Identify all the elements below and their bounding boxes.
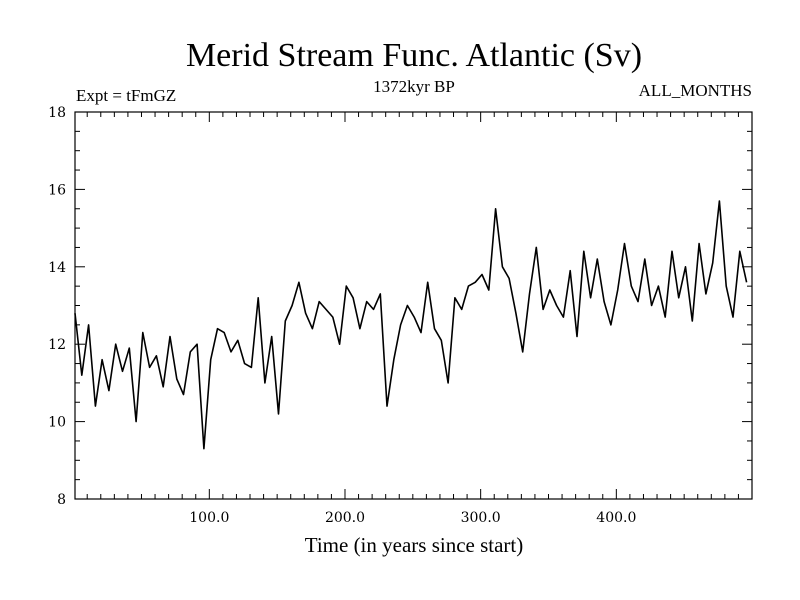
y-tick-label: 8	[57, 492, 66, 508]
x-tick-label: 200.0	[325, 510, 365, 526]
x-tick-label: 300.0	[461, 510, 501, 526]
axes: 8 10 12 14 16 18 100.0 200.0 300.0 400.0	[48, 105, 753, 526]
months-label: ALL_MONTHS	[639, 81, 752, 100]
period-label: 1372kyr BP	[373, 77, 455, 96]
plot-area	[74, 200, 748, 450]
y-tick-label: 18	[48, 105, 66, 121]
experiment-label: Expt = tFmGZ	[76, 86, 176, 105]
y-tick-label: 10	[48, 415, 66, 431]
x-axis-label: Time (in years since start)	[305, 533, 524, 557]
y-tick-label: 12	[48, 337, 66, 353]
plot-frame	[74, 111, 753, 500]
x-tick-label: 100.0	[189, 510, 229, 526]
series-line-0	[74, 200, 748, 450]
chart-title: Merid Stream Func. Atlantic (Sv)	[186, 37, 642, 74]
y-tick-label: 16	[48, 182, 66, 198]
y-tick-label: 14	[48, 260, 66, 276]
x-tick-label: 400.0	[596, 510, 636, 526]
